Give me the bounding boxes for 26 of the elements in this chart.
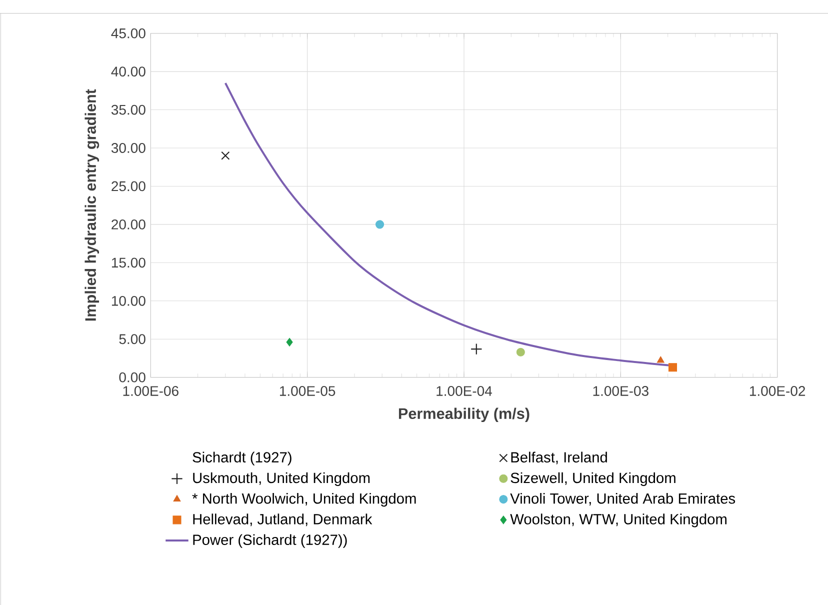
y-tick-label: 25.00 [112, 181, 146, 192]
x-tick-label: 1.00E-05 [280, 386, 336, 396]
x-axis-title: Permeability (m/s) [398, 408, 530, 422]
x-tick-label: 1.00E-03 [593, 386, 648, 396]
legend-label: Uskmouth, United Kingdom [193, 472, 370, 486]
x-tick-label: 1.00E-06 [123, 386, 178, 396]
legend-label: Vinoli Tower, United Arab Emirates [510, 492, 736, 506]
text: Sichardt (1927) [192, 452, 292, 466]
y-tick-label: 45.00 [111, 28, 146, 38]
legend-label: Sizewell, United Kingdom [510, 472, 676, 486]
legend-label: Hellevad, Jutland, Denmark [193, 513, 372, 526]
x-tick-label: 1.00E-02 [750, 386, 806, 396]
y-tick-label: 10.00 [112, 296, 146, 306]
y-tick-label: 30.00 [111, 142, 146, 153]
legend-label: Belfast, Ireland [511, 452, 607, 464]
y-tick-label: 5.00 [119, 334, 146, 344]
y-tick-label: 0.00 [119, 372, 146, 382]
x-tick-label: 1.00E-04 [436, 386, 492, 396]
y-tick-label: 35.00 [111, 104, 146, 115]
y-tick-label: 20.00 [112, 219, 146, 230]
y-axis-title: Implied hydraulic entry gradient [84, 89, 100, 320]
legend-label: * North Woolwich, United Kingdom [192, 492, 416, 506]
legend-label: Power (Sichardt (1927)) [193, 534, 347, 548]
y-tick-label: 40.00 [111, 66, 146, 76]
legend-label: Woolston, WTW, United Kingdom [510, 513, 726, 528]
y-tick-label: 15.00 [112, 258, 146, 268]
